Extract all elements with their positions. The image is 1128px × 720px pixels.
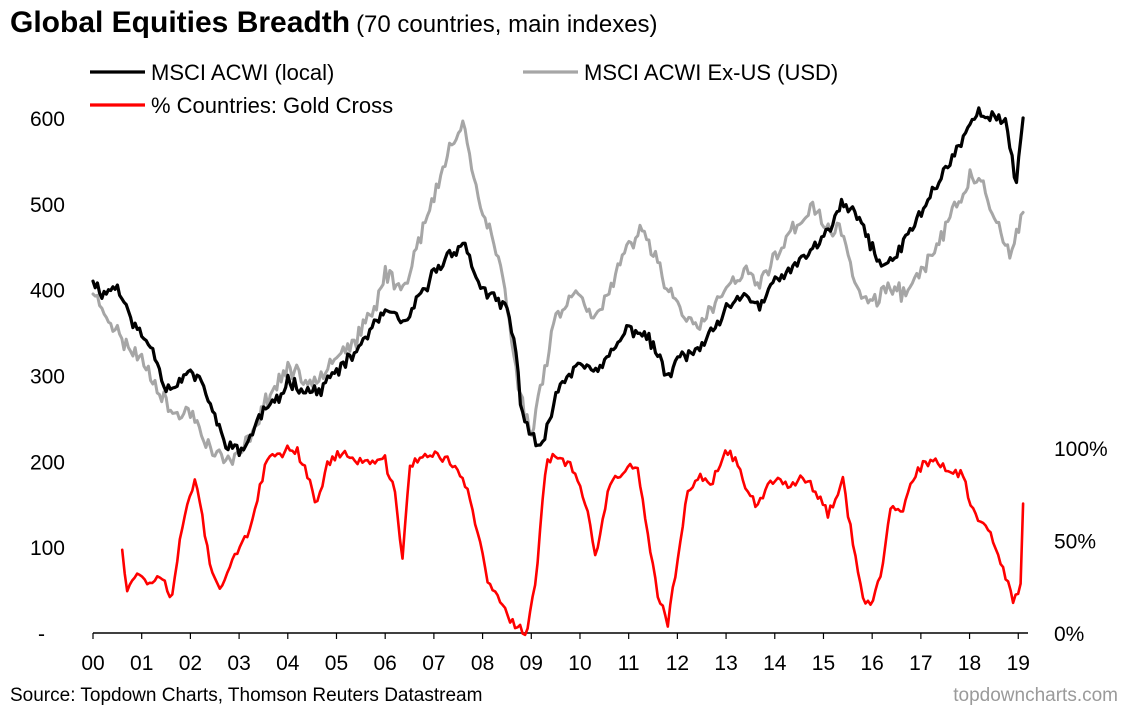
x-tick-label: 08 <box>471 652 494 675</box>
chart-title: Global Equities Breadth <box>10 6 351 39</box>
y-right-tick-label: 0% <box>1054 623 1084 646</box>
y-left-tick-label: 200 <box>30 451 65 474</box>
x-tick-label: 17 <box>909 652 932 675</box>
series-line-countries-gold-cross <box>120 444 1025 637</box>
y-left-tick-label: - <box>38 623 45 646</box>
x-tick-label: 15 <box>812 652 835 675</box>
x-tick-label: 07 <box>422 652 445 675</box>
y-right-tick-label: 100% <box>1054 438 1108 461</box>
x-tick-label: 13 <box>714 652 737 675</box>
chart-title-block: Global Equities Breadth (70 countries, ma… <box>10 4 658 47</box>
series-layer <box>91 106 1025 637</box>
series-line-msci-acwi-ex-us-usd <box>91 119 1025 466</box>
x-tick-label: 06 <box>374 652 397 675</box>
x-tick-label: 19 <box>1007 652 1030 675</box>
x-tick-label: 14 <box>763 652 787 675</box>
brand-watermark: topdowncharts.com <box>953 685 1118 706</box>
y-left-tick-label: 300 <box>30 366 65 389</box>
y-left-tick-label: 400 <box>30 280 65 303</box>
legend-label-countries-gold-cross: % Countries: Gold Cross <box>151 93 393 118</box>
series-line-msci-acwi-local <box>91 106 1025 458</box>
legend-label-msci-acwi-local: MSCI ACWI (local) <box>151 60 334 85</box>
x-tick-label: 02 <box>179 652 202 675</box>
y-right-tick-label: 50% <box>1054 531 1096 554</box>
x-tick-label: 18 <box>958 652 981 675</box>
x-tick-label: 09 <box>520 652 543 675</box>
chart-subtitle: (70 countries, main indexes) <box>356 11 658 38</box>
x-tick-label: 10 <box>568 652 591 675</box>
x-tick-label: 00 <box>81 652 104 675</box>
legend: MSCI ACWI (local) MSCI ACWI Ex-US (USD) % … <box>90 60 838 118</box>
y-left-tick-label: 600 <box>30 108 65 131</box>
x-tick-label: 03 <box>227 652 250 675</box>
y-left-tick-label: 100 <box>30 537 65 560</box>
x-tick-label: 12 <box>666 652 689 675</box>
x-tick-label: 01 <box>130 652 153 675</box>
axes-layer: 00 01 02 03 04 05 06 07 08 09 10 11 12 13 14 15 16 17 18 19… <box>30 108 1108 675</box>
x-tick-label: 16 <box>860 652 883 675</box>
x-tick-label: 11 <box>618 652 640 675</box>
x-tick-label: 04 <box>276 652 300 675</box>
x-tick-label: 05 <box>325 652 348 675</box>
source-note: Source: Topdown Charts, Thomson Reuters … <box>10 685 483 706</box>
y-left-tick-label: 500 <box>30 194 65 217</box>
legend-label-msci-acwi-ex-us-usd: MSCI ACWI Ex-US (USD) <box>584 60 838 85</box>
